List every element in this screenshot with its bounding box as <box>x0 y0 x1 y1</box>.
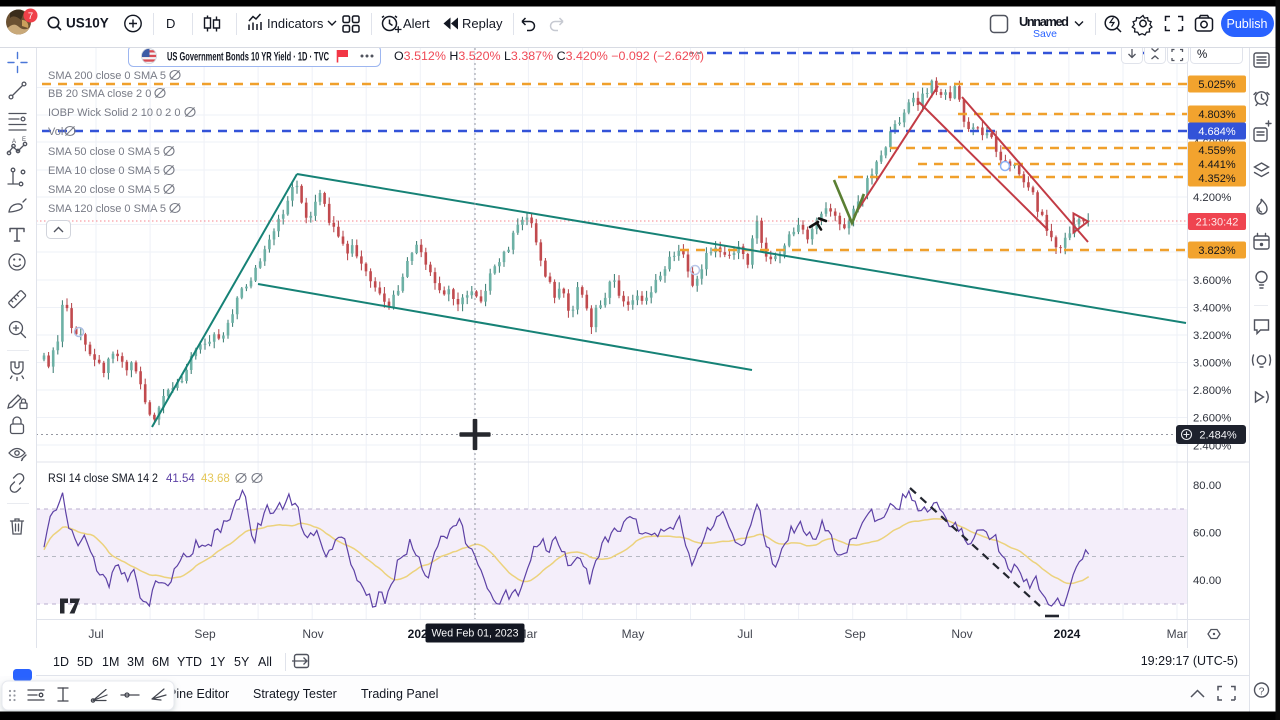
svg-text:A: A <box>12 139 16 145</box>
svg-text:4.559%: 4.559% <box>1198 145 1236 157</box>
svg-text:US Government Bonds 10 YR Yiel: US Government Bonds 10 YR Yield · 1D · T… <box>167 50 329 64</box>
svg-text:YTD: YTD <box>177 655 202 669</box>
svg-text:SMA 120 close 0 SMA 5: SMA 120 close 0 SMA 5 <box>48 203 166 215</box>
svg-text:5Y: 5Y <box>234 655 250 669</box>
svg-text:RSI 14 close SMA 14 2: RSI 14 close SMA 14 2 <box>48 473 158 485</box>
svg-text:Jul: Jul <box>737 627 752 641</box>
svg-text:80.00: 80.00 <box>1193 480 1221 492</box>
svg-text:SMA 50 close 0 SMA 5: SMA 50 close 0 SMA 5 <box>48 146 160 158</box>
svg-text:41.54: 41.54 <box>166 473 195 485</box>
svg-text:40.00: 40.00 <box>1193 575 1221 587</box>
svg-text:Sep: Sep <box>194 627 216 641</box>
svg-text:Nov: Nov <box>302 627 323 641</box>
svg-text:Indicators: Indicators <box>267 16 324 31</box>
svg-text:3.400%: 3.400% <box>1193 303 1231 315</box>
svg-text:All: All <box>258 655 272 669</box>
svg-text:4.803%: 4.803% <box>1198 109 1236 121</box>
svg-text:BB 20 SMA close 2 0: BB 20 SMA close 2 0 <box>48 88 151 100</box>
svg-text:3.000%: 3.000% <box>1193 358 1231 370</box>
svg-text:Mar: Mar <box>1167 627 1188 641</box>
svg-text:US10Y: US10Y <box>66 16 109 31</box>
svg-text:2.484%: 2.484% <box>1199 430 1237 442</box>
svg-text:%: % <box>1197 49 1207 61</box>
svg-text:4.352%: 4.352% <box>1198 173 1236 185</box>
svg-text:E: E <box>22 137 26 143</box>
svg-text:2.600%: 2.600% <box>1193 413 1231 425</box>
svg-text:3.600%: 3.600% <box>1193 275 1231 287</box>
svg-text:3M: 3M <box>127 655 144 669</box>
svg-text:2.800%: 2.800% <box>1193 385 1231 397</box>
svg-text:?: ? <box>1259 686 1265 698</box>
svg-text:Replay: Replay <box>462 16 503 31</box>
svg-text:IOBP Wick Solid 2 10 0 2 0: IOBP Wick Solid 2 10 0 2 0 <box>48 107 180 119</box>
svg-text:60.00: 60.00 <box>1193 528 1221 540</box>
svg-text:5D: 5D <box>77 655 93 669</box>
svg-text:D: D <box>166 16 175 31</box>
svg-text:3.200%: 3.200% <box>1193 330 1231 342</box>
svg-text:Jul: Jul <box>88 627 103 641</box>
svg-text:Sep: Sep <box>844 627 866 641</box>
svg-text:4.684%: 4.684% <box>1198 126 1236 138</box>
svg-text:SMA 20 close 0 SMA 5: SMA 20 close 0 SMA 5 <box>48 184 160 196</box>
svg-text:O3.512% H3.520% L3.387% C3.420: O3.512% H3.520% L3.387% C3.420% −0.092 (… <box>394 51 704 63</box>
svg-text:Unnamed: Unnamed <box>1019 14 1069 29</box>
svg-text:43.68: 43.68 <box>201 473 230 485</box>
svg-text:4.200%: 4.200% <box>1193 192 1231 204</box>
svg-text:Wed Feb 01, 2023: Wed Feb 01, 2023 <box>432 628 519 640</box>
svg-text:2024: 2024 <box>1054 627 1081 641</box>
svg-text:SMA 200 close 0 SMA 5: SMA 200 close 0 SMA 5 <box>48 70 166 82</box>
svg-text:3.823%: 3.823% <box>1198 245 1236 257</box>
svg-text:Strategy Tester: Strategy Tester <box>253 687 337 701</box>
svg-text:May: May <box>622 627 645 641</box>
svg-text:19:29:17 (UTC-5): 19:29:17 (UTC-5) <box>1141 654 1238 668</box>
svg-text:1Y: 1Y <box>210 655 226 669</box>
svg-text:1D: 1D <box>53 655 69 669</box>
svg-text:1M: 1M <box>102 655 119 669</box>
svg-text:Nov: Nov <box>951 627 972 641</box>
svg-text:EMA 10 close 0 SMA 5: EMA 10 close 0 SMA 5 <box>48 165 160 177</box>
svg-text:4.441%: 4.441% <box>1198 159 1236 171</box>
svg-text:6M: 6M <box>152 655 169 669</box>
svg-text:21:30:42: 21:30:42 <box>1196 216 1239 228</box>
svg-text:Alert: Alert <box>403 16 430 31</box>
svg-text:Pine Editor: Pine Editor <box>168 687 229 701</box>
svg-text:Save: Save <box>1033 28 1057 40</box>
svg-text:Publish: Publish <box>1227 17 1268 31</box>
svg-text:Vol: Vol <box>48 126 63 138</box>
svg-text:5.025%: 5.025% <box>1198 79 1236 91</box>
svg-text:Trading Panel: Trading Panel <box>361 687 438 701</box>
svg-text:7: 7 <box>28 11 33 22</box>
